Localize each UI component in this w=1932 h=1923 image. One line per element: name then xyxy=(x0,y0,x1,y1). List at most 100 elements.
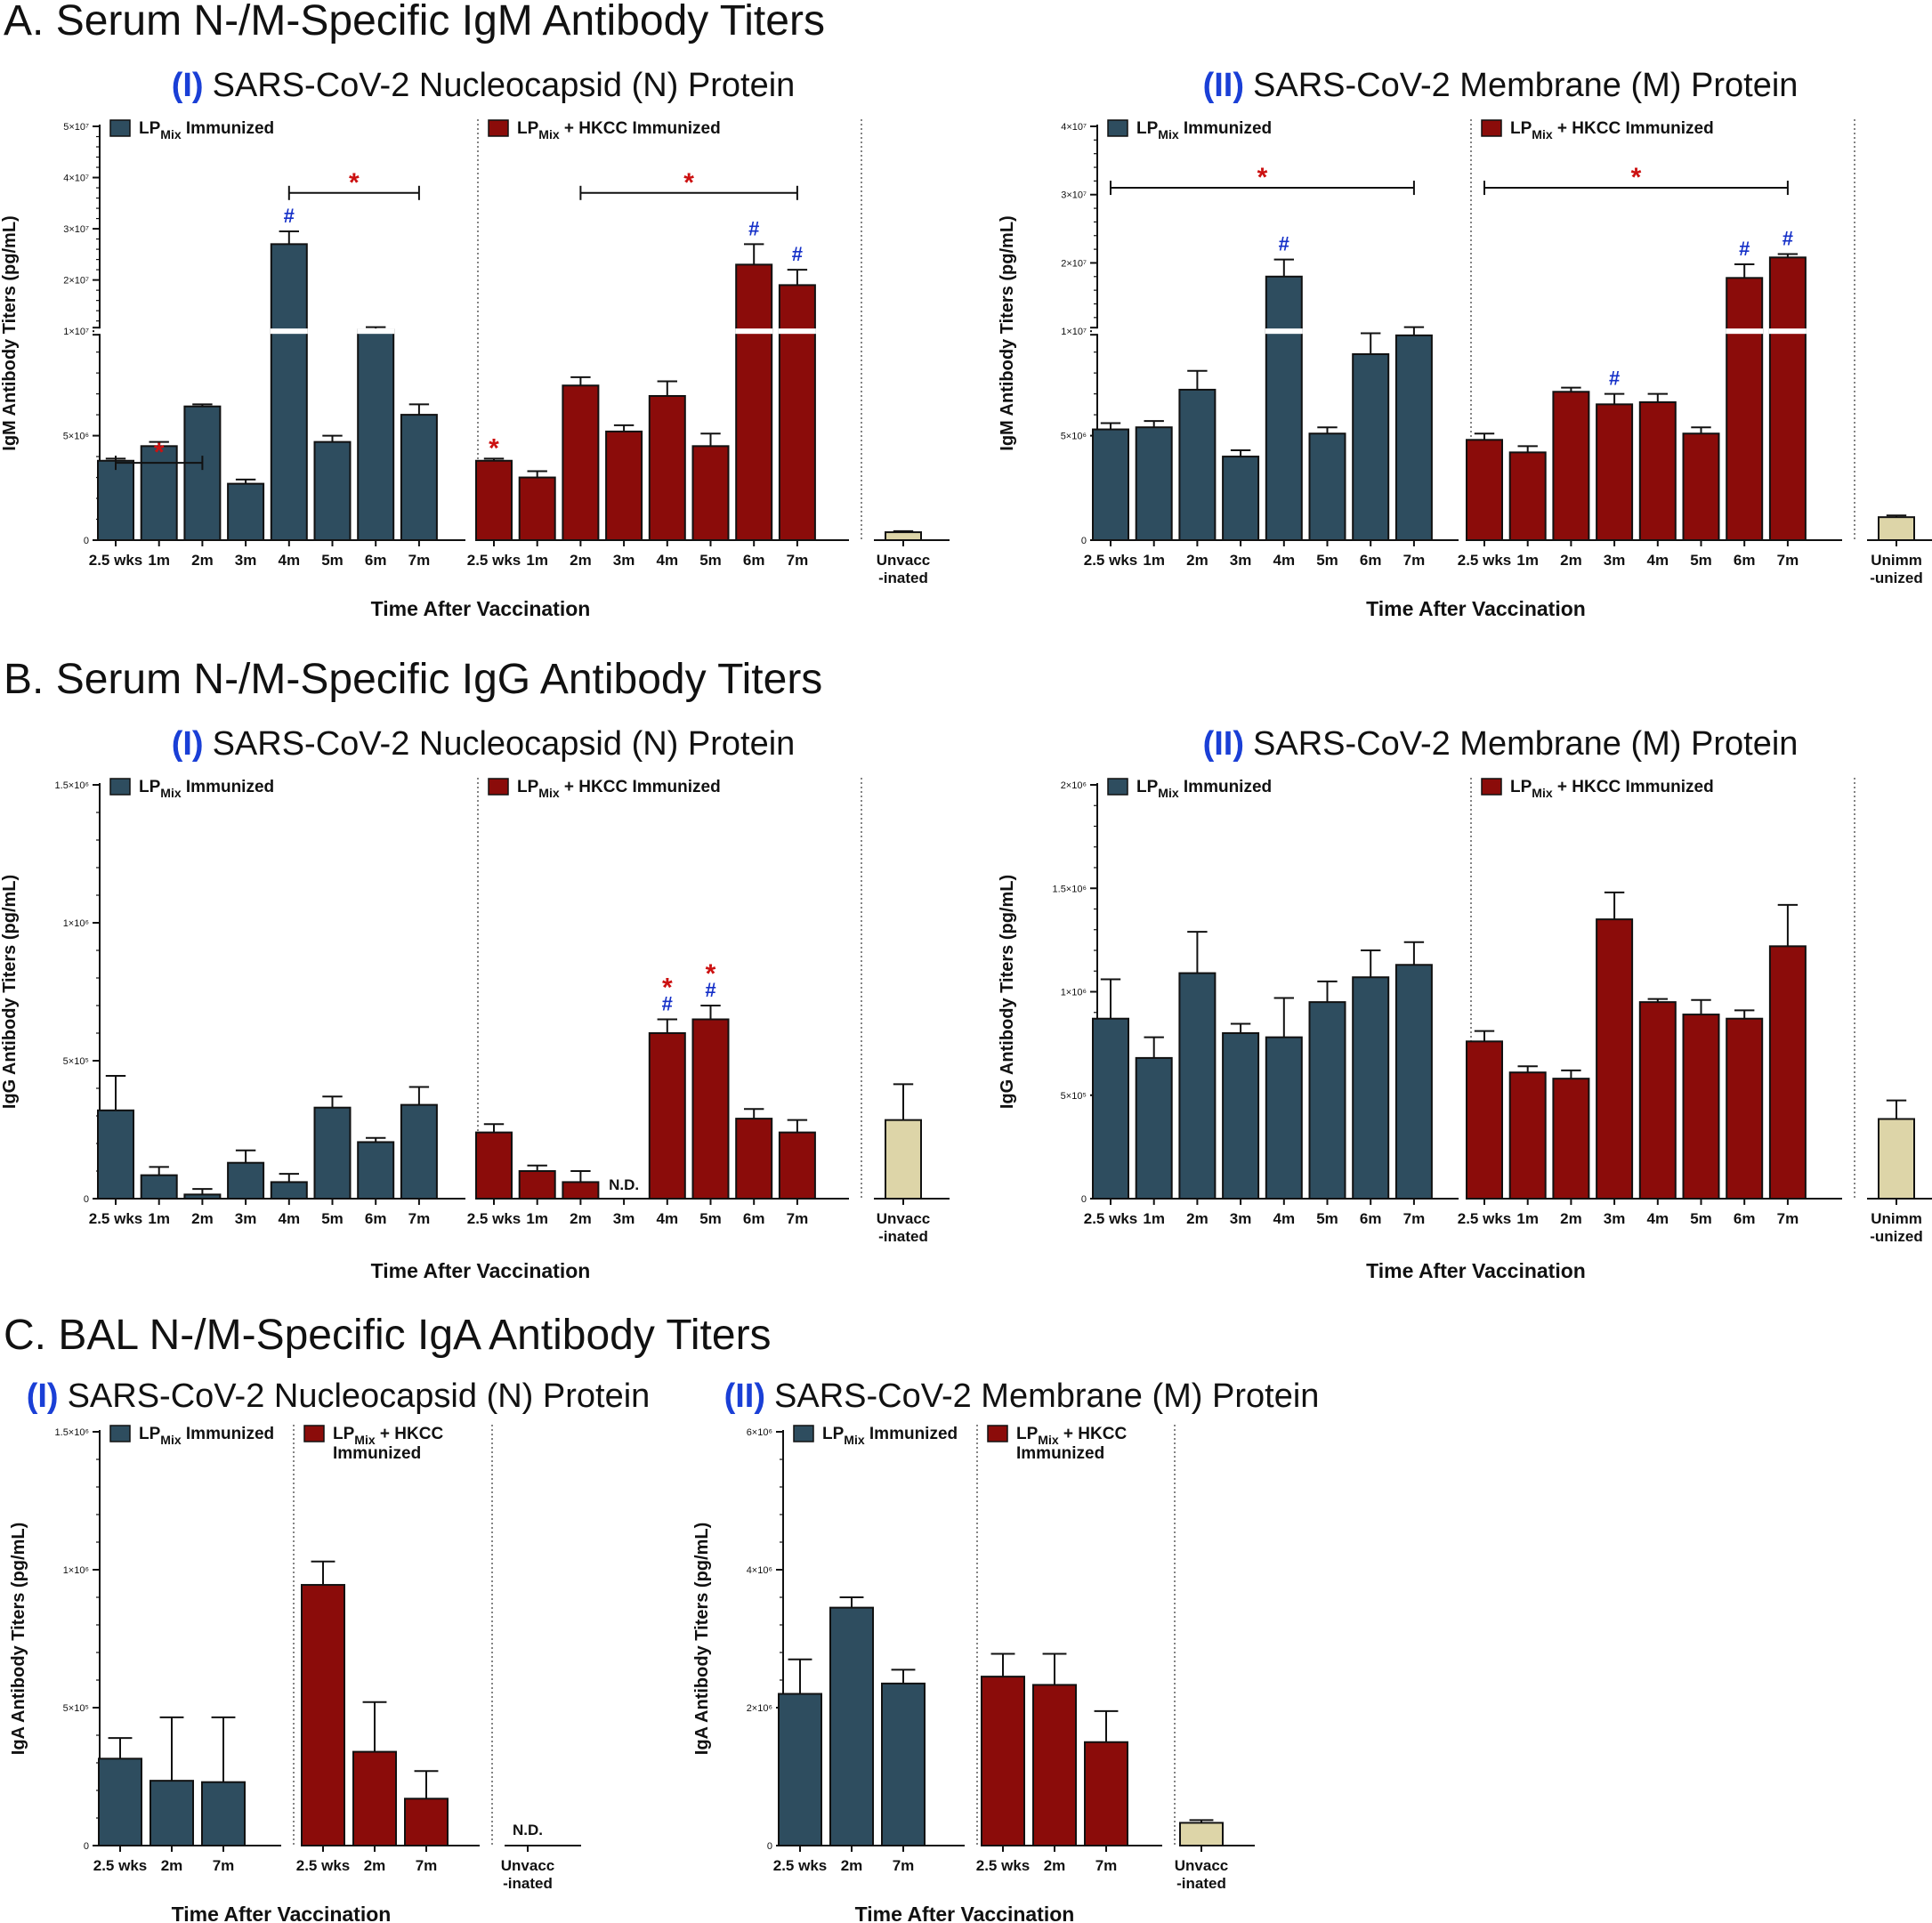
x-tick-label: 2.5 wks xyxy=(467,1210,521,1227)
legend-lp-label-main: LP xyxy=(139,1425,161,1443)
bar-lp-1m xyxy=(1135,1056,1173,1200)
bar-hkcc-2m xyxy=(562,1181,600,1200)
legend-hkcc-label-main: LP xyxy=(1016,1425,1039,1443)
x-tick-label: 7m xyxy=(787,552,809,569)
bar-hkcc-7m xyxy=(404,1798,449,1847)
nd-label: N.D. xyxy=(609,1176,639,1193)
x-tick-label: 4m xyxy=(1647,552,1669,569)
x-tick-label: 6m xyxy=(1360,552,1382,569)
x-tick-label: 1m xyxy=(1516,552,1539,569)
x-axis-label: Time After Vaccination xyxy=(371,1259,591,1282)
bar-lp-2_5wks xyxy=(98,1757,142,1846)
chart-panel-c1: (I) SARS-CoV-2 Nucleocapsid (N) Protein 0 5… xyxy=(9,1378,650,1923)
panel-roman-numeral: (I) xyxy=(172,725,204,763)
x-axis-label: Time After Vaccination xyxy=(1366,1259,1586,1282)
x-tick-label: 5m xyxy=(1690,1210,1712,1227)
legend-hkcc-label-main: LP xyxy=(333,1425,355,1443)
x-tick-label: 6m xyxy=(743,1210,765,1227)
control-label: Unvacc xyxy=(877,552,930,569)
x-tick-label: 7m xyxy=(213,1857,235,1874)
y-tick-label: 0 xyxy=(767,1841,772,1852)
y-axis-label: IgM Antibody Titers (pg/mL) xyxy=(0,215,20,450)
x-tick-label: 2m xyxy=(1044,1857,1066,1874)
control-nd-label: N.D. xyxy=(513,1822,543,1838)
x-tick-label: 5m xyxy=(699,1210,722,1227)
control-label: -inated xyxy=(878,1228,928,1245)
significance-star: * xyxy=(349,168,360,198)
bar-hkcc-2_5wks xyxy=(301,1584,345,1847)
bar-lp-2m xyxy=(1178,388,1217,541)
y-axis-label: IgG Antibody Titers (pg/mL) xyxy=(998,875,1017,1109)
bar-lp-6m xyxy=(1352,976,1390,1200)
bar-lp-2m xyxy=(183,405,222,541)
bar-lp-2m xyxy=(183,1193,222,1200)
bar-hkcc-2_5wks xyxy=(1466,1040,1503,1200)
x-tick-label: 7m xyxy=(416,1857,438,1874)
legend-hkcc-label-sub: Mix xyxy=(1038,1433,1059,1447)
bar-hkcc-3m xyxy=(1596,918,1634,1200)
legend-hkcc-swatch xyxy=(303,1425,325,1442)
legend-lp-label-tail: Immunized xyxy=(1179,778,1273,796)
significance-hash: # xyxy=(284,205,295,227)
x-tick-label: 7m xyxy=(408,1210,431,1227)
legend-hkcc-label-tail: + HKCC Immunized xyxy=(560,119,721,138)
bar-lp-3m xyxy=(1222,1032,1260,1200)
bar-hkcc-1m xyxy=(1508,451,1547,542)
x-axis-label: Time After Vaccination xyxy=(855,1903,1075,1923)
bar-hkcc-5m xyxy=(691,445,730,541)
y-tick-label: 1.5×10⁶ xyxy=(55,780,89,791)
y-tick-label: 4×10⁷ xyxy=(63,174,89,184)
x-tick-label: 5m xyxy=(321,552,344,569)
bar-lp-5m xyxy=(1308,1001,1346,1200)
legend-lp-swatch xyxy=(1107,119,1128,137)
x-tick-label: 2.5 wks xyxy=(1458,1210,1512,1227)
bar-break xyxy=(357,328,395,335)
x-tick-label: 3m xyxy=(613,552,635,569)
bar-lp-5m xyxy=(313,1106,352,1200)
bar-hkcc-5m xyxy=(1682,1014,1720,1200)
x-tick-label: 4m xyxy=(1273,552,1296,569)
bar-lp-3m xyxy=(1222,456,1260,542)
bar-hkcc-4m xyxy=(1638,401,1677,541)
y-tick-label: 5×10⁷ xyxy=(63,122,89,133)
bar-lp-7m xyxy=(1394,334,1433,541)
x-tick-label: 3m xyxy=(235,1210,257,1227)
legend-lp-label-tail: Immunized xyxy=(182,778,275,796)
x-tick-label: 2m xyxy=(191,1210,214,1227)
x-tick-label: 2.5 wks xyxy=(773,1857,828,1874)
panel-title: (I) SARS-CoV-2 Nucleocapsid (N) Protein xyxy=(27,1378,651,1415)
significance-hash: # xyxy=(792,243,803,265)
x-tick-label: 1m xyxy=(526,552,548,569)
legend-hkcc-swatch xyxy=(987,1425,1008,1442)
control-label: -inated xyxy=(878,570,928,586)
legend-lp-label-sub: Mix xyxy=(844,1433,865,1447)
axis-break xyxy=(94,328,105,335)
panel-title: (I) SARS-CoV-2 Nucleocapsid (N) Protein xyxy=(172,725,796,763)
legend-hkcc-label: LPMix + HKCC xyxy=(1016,1425,1127,1447)
legend-hkcc-label: LPMix + HKCC Immunized xyxy=(517,778,721,800)
legend-hkcc-label-tail: + HKCC xyxy=(376,1425,444,1443)
bar-break xyxy=(1768,328,1807,335)
x-tick-label: 4m xyxy=(279,1210,301,1227)
legend-lp-label-main: LP xyxy=(1136,778,1159,796)
bar-lp-4m xyxy=(270,243,308,541)
bar-hkcc-2m xyxy=(352,1750,397,1846)
legend-hkcc-label-tail: + HKCC Immunized xyxy=(1553,778,1714,796)
bar-hkcc-1m xyxy=(518,476,556,541)
bar-control xyxy=(885,531,922,542)
y-tick-label: 5×10⁵ xyxy=(1061,1091,1087,1102)
bar-hkcc-6m xyxy=(1726,1017,1764,1200)
legend-lp-label-tail: Immunized xyxy=(1179,119,1273,138)
legend-lp-swatch xyxy=(109,1425,131,1442)
legend-lp-label: LPMix Immunized xyxy=(1136,778,1272,800)
chart-panel-b1: (I) SARS-CoV-2 Nucleocapsid (N) Protein 0 5… xyxy=(0,725,950,1282)
bar-control xyxy=(1179,1822,1224,1847)
x-tick-label: 2.5 wks xyxy=(93,1857,148,1874)
panel-roman-numeral: (I) xyxy=(172,67,204,104)
bar-hkcc-1m xyxy=(1508,1071,1547,1200)
bar-lp-3m xyxy=(227,482,265,541)
bar-hkcc-7m xyxy=(1768,945,1807,1200)
x-tick-label: 1m xyxy=(1143,552,1165,569)
control-label: -inated xyxy=(503,1875,553,1892)
y-tick-label: 1×10⁶ xyxy=(1061,988,1087,998)
